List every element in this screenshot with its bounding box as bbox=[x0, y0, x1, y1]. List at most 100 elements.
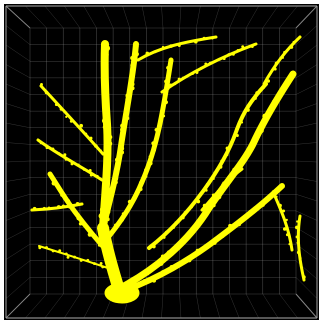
grid-line bbox=[295, 260, 318, 280]
dendritic-spine bbox=[152, 148, 157, 152]
dendritic-spine bbox=[45, 246, 48, 250]
dendritic-spine bbox=[195, 248, 200, 253]
dendrite-branch bbox=[118, 70, 297, 291]
grid-line bbox=[5, 177, 31, 182]
dendritic-spine bbox=[211, 203, 216, 208]
dendritic-spine bbox=[266, 79, 271, 83]
dendrite-branch bbox=[39, 84, 105, 156]
dendritic-spine bbox=[177, 77, 181, 81]
dendritic-spine bbox=[208, 61, 212, 65]
dendrite-branch bbox=[262, 35, 302, 86]
dendritic-spine bbox=[151, 278, 157, 283]
dendritic-spine bbox=[104, 52, 109, 57]
dendrite-branch bbox=[296, 214, 306, 282]
dendritic-spine bbox=[181, 76, 185, 80]
grid-line bbox=[5, 103, 31, 112]
dendritic-spine bbox=[51, 181, 56, 186]
grid-line bbox=[141, 293, 147, 319]
grid-line bbox=[295, 44, 318, 62]
dendritic-spine bbox=[154, 127, 159, 132]
dendritic-spine bbox=[114, 165, 119, 170]
dendritic-spine bbox=[119, 217, 125, 222]
dendritic-spine bbox=[97, 243, 101, 247]
dendritic-spine bbox=[104, 174, 109, 179]
grid-line bbox=[295, 5, 318, 29]
dendritic-spine bbox=[218, 165, 223, 169]
grid-line bbox=[295, 122, 318, 128]
dendritic-spine bbox=[130, 63, 135, 68]
dendritic-spine bbox=[40, 83, 43, 86]
dendritic-spine bbox=[151, 264, 157, 270]
grid-line bbox=[5, 260, 31, 280]
grid-line bbox=[83, 5, 97, 29]
dendritic-spine bbox=[102, 78, 108, 84]
dendritic-spine bbox=[205, 182, 210, 187]
dendritic-spine bbox=[165, 88, 169, 92]
dendritic-spine bbox=[252, 208, 257, 213]
dendritic-spine bbox=[162, 114, 166, 118]
dendritic-spine bbox=[66, 199, 71, 204]
dendritic-spine bbox=[179, 239, 184, 244]
dendritic-spine bbox=[120, 123, 125, 128]
dendritic-spine bbox=[127, 199, 132, 204]
dendritic-spine bbox=[127, 206, 131, 210]
grid-line bbox=[295, 277, 318, 299]
dendritic-spine bbox=[295, 225, 299, 230]
dendritic-spine bbox=[295, 235, 299, 239]
dendritic-spine bbox=[163, 93, 166, 97]
dendritic-spine bbox=[65, 115, 68, 118]
dendritic-spine bbox=[169, 83, 173, 87]
dendritic-spine bbox=[125, 116, 130, 121]
dendritic-spine bbox=[155, 240, 158, 244]
dendritic-spine bbox=[32, 206, 37, 211]
grid-line bbox=[295, 83, 318, 95]
grid-line bbox=[5, 293, 31, 319]
grid-line bbox=[44, 293, 64, 319]
dendritic-spine bbox=[285, 233, 289, 237]
dendritic-spine bbox=[173, 82, 177, 86]
dendritic-spine bbox=[114, 157, 120, 162]
dendritic-spine bbox=[231, 140, 234, 144]
dendritic-spine bbox=[202, 203, 207, 208]
dendritic-spine bbox=[125, 104, 130, 110]
dendritic-spine bbox=[79, 123, 83, 128]
dendritic-spine bbox=[172, 226, 175, 229]
dendritic-spine bbox=[196, 222, 201, 227]
dendritic-spine bbox=[212, 177, 215, 180]
dendritic-spine bbox=[275, 93, 282, 100]
dendritic-spine bbox=[101, 265, 105, 269]
neuron bbox=[30, 35, 306, 304]
dendritic-spine bbox=[119, 150, 125, 155]
dendritic-spine bbox=[58, 249, 62, 253]
dendritic-spine bbox=[86, 258, 90, 262]
dendritic-spine bbox=[137, 282, 142, 288]
grid-line bbox=[25, 5, 47, 29]
dendritic-spine bbox=[198, 194, 201, 198]
dendritic-spine bbox=[57, 152, 61, 156]
grid-line bbox=[5, 277, 31, 299]
dendritic-spine bbox=[104, 163, 111, 170]
dendritic-spine bbox=[240, 114, 244, 118]
dendritic-spine bbox=[201, 212, 207, 219]
grid-line bbox=[5, 5, 31, 29]
dendritic-spine bbox=[166, 250, 172, 256]
dendritic-spine bbox=[101, 190, 108, 197]
bounding-box-grid bbox=[5, 5, 318, 319]
dendritic-spine bbox=[106, 151, 112, 156]
dendritic-spine bbox=[160, 254, 165, 259]
dendritic-spine bbox=[144, 168, 148, 172]
dendritic-spine bbox=[64, 157, 68, 161]
dendritic-spine bbox=[130, 82, 135, 87]
grid-line bbox=[295, 64, 318, 79]
dendritic-spine bbox=[164, 230, 169, 235]
grid-line bbox=[245, 5, 259, 29]
dendritic-spine bbox=[120, 146, 125, 151]
dendritic-spine bbox=[114, 176, 119, 181]
dendritic-spine bbox=[107, 191, 112, 196]
dendritic-spine bbox=[228, 223, 233, 228]
dendritic-spine bbox=[278, 203, 282, 208]
dendritic-spine bbox=[95, 174, 99, 178]
dendrite-branch bbox=[136, 35, 218, 62]
dendritic-spine bbox=[107, 198, 112, 203]
